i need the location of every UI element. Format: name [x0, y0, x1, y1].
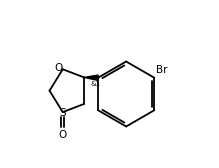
Text: &1: &1 [90, 81, 101, 87]
Polygon shape [84, 75, 98, 80]
Text: O: O [54, 63, 62, 73]
Text: Br: Br [156, 65, 168, 75]
Text: O: O [59, 130, 67, 140]
Text: S: S [59, 108, 66, 118]
